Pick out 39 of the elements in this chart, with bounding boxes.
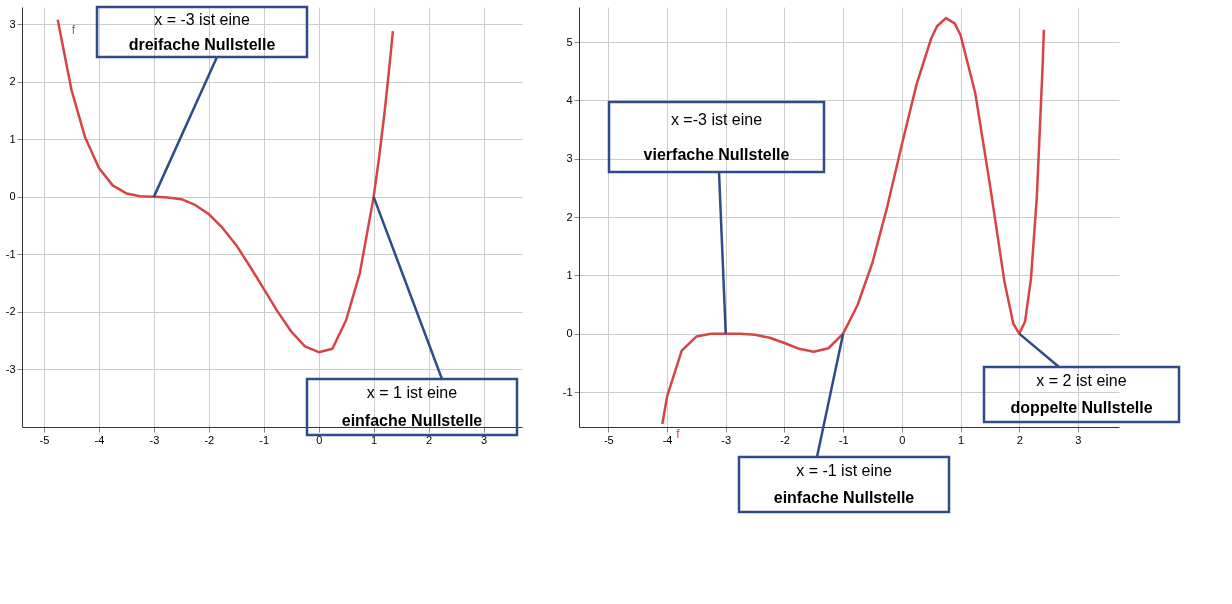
y-tick-label: -2: [5, 305, 16, 318]
y-tick-label: 2: [9, 75, 16, 88]
series-label: f: [71, 22, 76, 37]
annotation: x = 2 ist eine doppelte Nullstelle: [1010, 371, 1153, 417]
annotation: x = -1 ist eine einfache Nullstelle: [773, 461, 915, 507]
y-tick-label: 2: [566, 210, 573, 223]
x-tick-label: -5: [39, 433, 50, 446]
x-tick-label: -5: [603, 433, 614, 446]
annotation: x =-3 ist eine vierfache Nullstelle: [643, 110, 790, 163]
y-tick-label: 0: [566, 327, 573, 340]
x-tick-label: -2: [204, 433, 215, 446]
x-tick-label: 3: [480, 433, 488, 446]
x-tick-label: -3: [721, 433, 732, 446]
y-tick-label: 5: [566, 35, 573, 48]
y-tick-label: -3: [5, 362, 16, 375]
y-tick-label: -1: [5, 247, 16, 260]
x-tick-label: 1: [957, 433, 965, 446]
x-tick-label: -3: [149, 433, 160, 446]
x-tick-label: 0: [316, 433, 323, 446]
x-tick-label: 3: [1075, 433, 1082, 446]
x-tick-label: 2: [1016, 433, 1023, 446]
annotation: x = 1 ist eine einfache Nullstelle: [341, 384, 483, 429]
x-tick-label: -2: [780, 433, 790, 446]
series-label: f: [676, 427, 681, 442]
x-tick-label: -4: [94, 433, 105, 446]
x-tick-label: -1: [259, 433, 270, 446]
y-tick-label: 3: [9, 17, 16, 30]
x-tick-label: 2: [426, 433, 433, 446]
x-tick-label: -4: [662, 433, 673, 446]
y-tick-label: 3: [566, 152, 573, 165]
y-tick-label: -1: [562, 385, 573, 398]
y-tick-label: 1: [566, 268, 573, 281]
x-tick-label: 0: [899, 433, 906, 446]
x-tick-label: -1: [838, 433, 849, 446]
x-tick-label: 1: [371, 433, 378, 446]
annotation: x = -3 ist eine dreifache Nullstelle: [128, 10, 276, 53]
y-tick-label: 4: [566, 93, 573, 106]
y-tick-label: 0: [9, 190, 16, 203]
y-tick-label: 1: [9, 132, 16, 145]
